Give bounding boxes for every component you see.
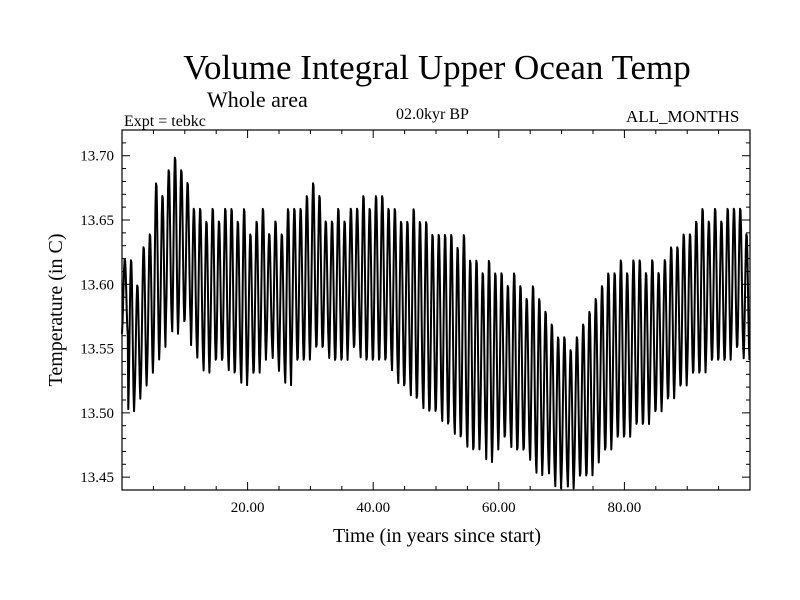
y-tick-label: 13.60 bbox=[80, 277, 114, 293]
y-tick-label: 13.50 bbox=[80, 406, 114, 422]
period-label: 02.0kyr BP bbox=[396, 106, 469, 123]
months-label: ALL_MONTHS bbox=[626, 107, 740, 126]
x-axis-label: Time (in years since start) bbox=[333, 525, 541, 547]
chart-title: Volume Integral Upper Ocean Temp bbox=[183, 48, 691, 87]
x-tick-label: 60.00 bbox=[482, 500, 516, 516]
y-tick-label: 13.55 bbox=[80, 342, 114, 358]
series-line bbox=[121, 156, 751, 490]
y-axis-label: Temperature (in C) bbox=[45, 234, 67, 387]
x-tick-label: 40.00 bbox=[356, 500, 390, 516]
y-tick-label: 13.45 bbox=[80, 470, 114, 486]
y-tick-label: 13.70 bbox=[80, 149, 114, 165]
x-tick-label: 20.00 bbox=[231, 500, 265, 516]
experiment-label: Expt = tebkc bbox=[124, 113, 206, 130]
chart-subtitle: Whole area bbox=[207, 87, 308, 112]
y-axis: 13.45 13.50 13.55 13.60 13.65 13.70 bbox=[80, 129, 750, 491]
y-tick-label: 13.65 bbox=[80, 213, 114, 229]
x-axis: 20.00 40.00 60.00 80.00 bbox=[152, 130, 720, 516]
x-tick-label: 80.00 bbox=[608, 500, 642, 516]
